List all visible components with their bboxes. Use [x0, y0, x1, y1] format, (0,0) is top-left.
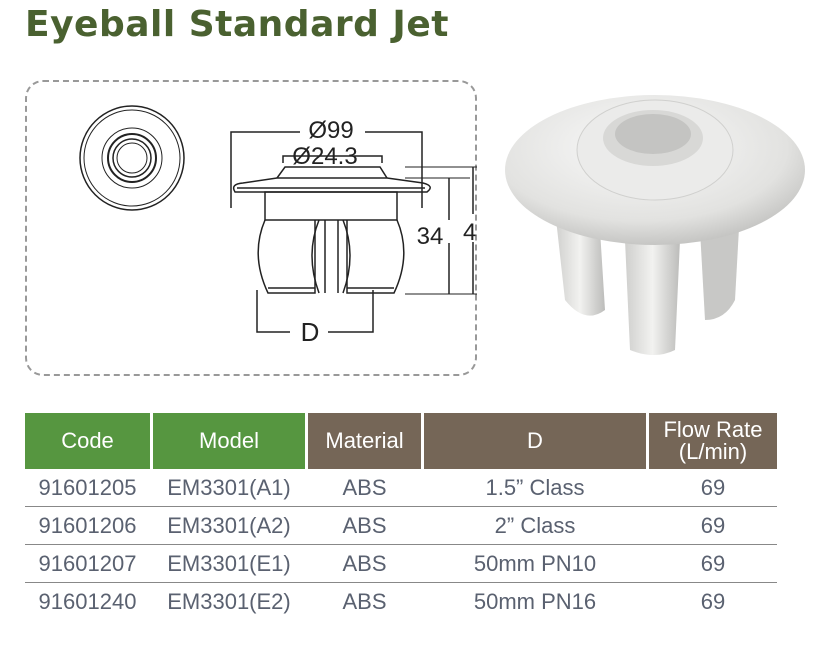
header-code: Code — [25, 413, 150, 469]
cell-flow-rate: 69 — [700, 550, 726, 576]
cell-flow-rate: 69 — [700, 512, 726, 538]
dim-height-body-label: 34 — [417, 223, 444, 250]
side-view — [230, 131, 477, 333]
dim-d-label: D — [301, 317, 320, 347]
page-title: Eyeball Standard Jet — [25, 4, 449, 45]
header-model: Model — [153, 413, 305, 469]
cell-flow-rate: 69 — [700, 474, 726, 500]
drawing-frame — [25, 80, 477, 376]
table-row: 91601205 EM3301(A1) ABS 1.5” Class 69 — [25, 469, 777, 507]
header-d: D — [424, 413, 646, 469]
table-row: 91601240 EM3301(E2) ABS 50mm PN16 69 — [25, 583, 777, 621]
table-body: 91601205 EM3301(A1) ABS 1.5” Class 69 9160120… — [25, 469, 777, 621]
cell-model: EM3301(A1) — [167, 474, 291, 500]
header-flow-rate: Flow Rate (L/min) — [649, 413, 777, 469]
product-photo — [505, 95, 805, 355]
table-row: 91601206 EM3301(A2) ABS 2” Class 69 — [25, 507, 777, 545]
cell-model: EM3301(A2) — [167, 512, 291, 538]
cell-material: ABS — [342, 589, 387, 614]
cell-code: 91601205 — [38, 474, 137, 500]
cell-code: 91601207 — [38, 550, 137, 576]
top-view — [79, 105, 185, 211]
cell-material: ABS — [342, 550, 387, 576]
dim-height-total-label: 44 — [463, 219, 477, 246]
cell-d: 50mm PN16 — [473, 589, 597, 614]
cell-d: 50mm PN10 — [473, 550, 597, 576]
dim-inner-label: Ø24.3 — [292, 143, 357, 170]
cell-d: 1.5” Class — [485, 474, 585, 500]
header-material: Material — [308, 413, 421, 469]
table-header: Code Model Material D Flow Rate (L/min) — [25, 413, 777, 469]
cell-code: 91601206 — [38, 512, 137, 538]
dim-outer-label: Ø99 — [308, 117, 353, 144]
table-row: 91601207 EM3301(E1) ABS 50mm PN10 69 — [25, 545, 777, 583]
cell-code: 91601240 — [38, 589, 137, 614]
cell-d: 2” Class — [494, 512, 576, 538]
technical-drawing: Ø99 Ø24.3 34 44 D — [79, 105, 477, 347]
cell-model: EM3301(E2) — [167, 589, 291, 614]
cell-material: ABS — [342, 512, 387, 538]
cell-model: EM3301(E1) — [167, 550, 291, 576]
cell-material: ABS — [342, 474, 387, 500]
cell-flow-rate: 69 — [700, 589, 726, 614]
product-table: Code Model Material D Flow Rate (L/min) … — [25, 413, 777, 621]
